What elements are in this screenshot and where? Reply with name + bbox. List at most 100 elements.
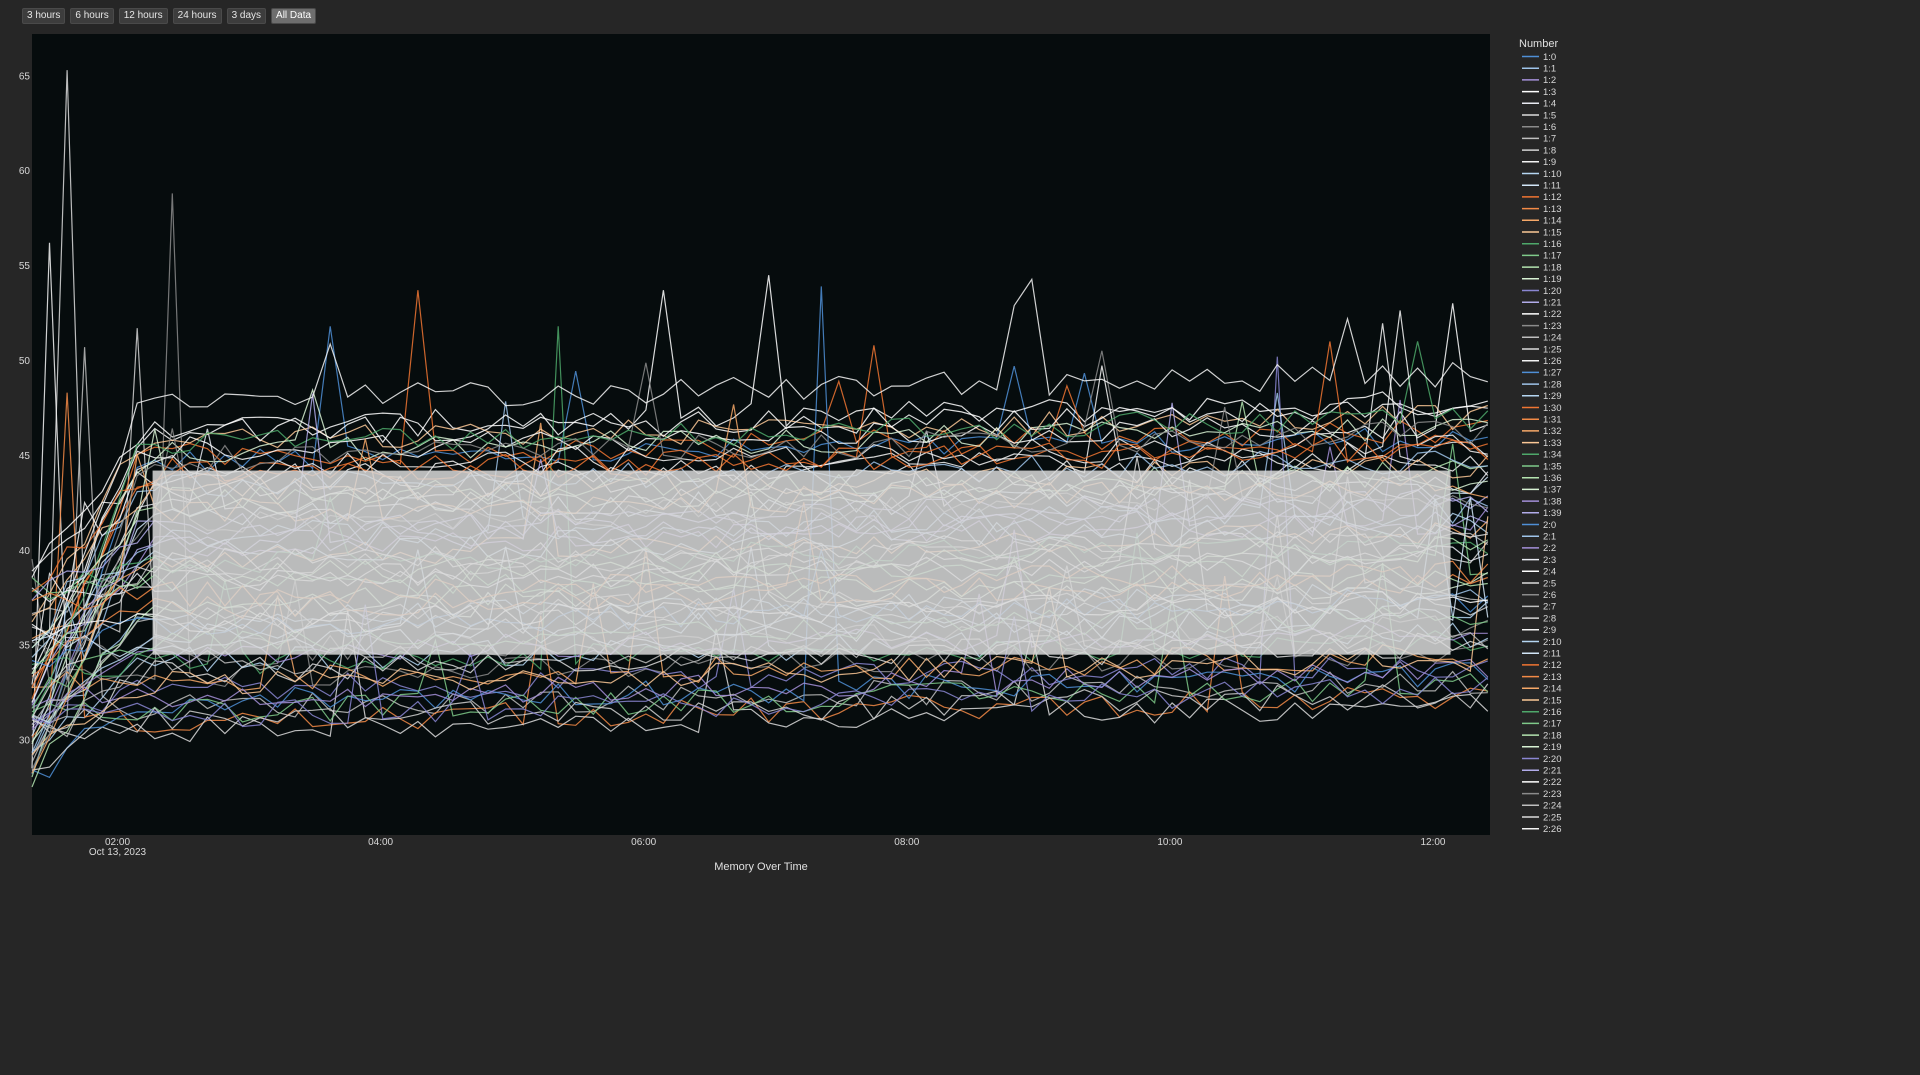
legend-item[interactable]: 1:4	[1522, 99, 1556, 110]
legend-item[interactable]: 2:11	[1522, 649, 1561, 660]
legend-item[interactable]: 1:27	[1522, 368, 1562, 379]
legend-item[interactable]: 1:25	[1522, 344, 1562, 355]
legend-item[interactable]: 1:29	[1522, 391, 1562, 402]
legend-item[interactable]: 1:18	[1522, 262, 1562, 273]
series-line-2-16	[31, 341, 1489, 717]
legend-item[interactable]: 1:16	[1522, 239, 1562, 250]
legend-item[interactable]: 1:10	[1522, 169, 1562, 180]
legend-item[interactable]: 1:5	[1522, 110, 1556, 121]
legend-label: 1:9	[1543, 157, 1556, 168]
legend-item[interactable]: 1:34	[1522, 450, 1562, 461]
legend-item[interactable]: 1:37	[1522, 485, 1562, 496]
legend-title: Number	[1519, 38, 1558, 50]
series-line-2-8	[31, 683, 1489, 733]
legend-item[interactable]: 1:31	[1522, 415, 1562, 426]
legend-label: 1:38	[1543, 496, 1562, 507]
legend-item[interactable]: 1:30	[1522, 403, 1562, 414]
legend-label: 1:22	[1543, 309, 1562, 320]
legend-label: 2:19	[1543, 742, 1562, 753]
legend-item[interactable]: 2:21	[1522, 766, 1562, 777]
legend-item[interactable]: 2:8	[1522, 613, 1556, 624]
legend-item[interactable]: 2:9	[1522, 625, 1556, 636]
legend-item[interactable]: 2:10	[1522, 637, 1562, 648]
legend-item[interactable]: 2:15	[1522, 695, 1562, 706]
legend-item[interactable]: 1:38	[1522, 496, 1562, 507]
legend-item[interactable]: 2:7	[1522, 602, 1556, 613]
legend-item[interactable]: 1:33	[1522, 438, 1562, 449]
legend-item[interactable]: 2:23	[1522, 789, 1562, 800]
legend-label: 1:23	[1543, 321, 1562, 332]
legend-item[interactable]: 2:26	[1522, 824, 1562, 835]
legend-item[interactable]: 1:8	[1522, 145, 1556, 156]
legend-item[interactable]: 1:21	[1522, 298, 1562, 309]
legend-item[interactable]: 2:2	[1522, 543, 1556, 554]
legend-label: 1:29	[1543, 391, 1562, 402]
legend-item[interactable]: 2:1	[1522, 532, 1556, 543]
legend-item[interactable]: 2:3	[1522, 555, 1556, 566]
legend-label: 2:21	[1543, 766, 1562, 777]
legend-item[interactable]: 2:22	[1522, 777, 1562, 788]
legend-label: 1:0	[1543, 52, 1556, 63]
legend-item[interactable]: 2:12	[1522, 660, 1562, 671]
legend-item[interactable]: 2:20	[1522, 754, 1562, 765]
range-button-3-days[interactable]: 3 days	[226, 8, 267, 24]
legend-label: 1:1	[1543, 64, 1556, 75]
legend-item[interactable]: 2:14	[1522, 684, 1562, 695]
legend-item[interactable]: 2:17	[1522, 719, 1562, 730]
legend-item[interactable]: 1:2	[1522, 75, 1556, 86]
legend-label: 1:26	[1543, 356, 1562, 367]
legend-item[interactable]: 1:7	[1522, 134, 1556, 145]
y-tick-label: 55	[19, 261, 31, 272]
legend-item[interactable]: 1:0	[1522, 52, 1556, 63]
legend-item[interactable]: 1:20	[1522, 286, 1562, 297]
legend-item[interactable]: 1:1	[1522, 64, 1556, 75]
legend-item[interactable]: 1:12	[1522, 192, 1562, 203]
range-button-all-data[interactable]: All Data	[271, 8, 317, 24]
legend-item[interactable]: 1:13	[1522, 204, 1562, 215]
legend-item[interactable]: 1:36	[1522, 473, 1562, 484]
range-button-3-hours[interactable]: 3 hours	[22, 8, 66, 24]
legend-item[interactable]: 1:35	[1522, 461, 1562, 472]
legend-label: 1:30	[1543, 403, 1562, 414]
legend-label: 2:7	[1543, 602, 1556, 613]
legend-item[interactable]: 2:4	[1522, 567, 1556, 578]
legend-item[interactable]: 2:6	[1522, 590, 1556, 601]
range-button-6-hours[interactable]: 6 hours	[70, 8, 114, 24]
legend-item[interactable]: 1:23	[1522, 321, 1562, 332]
legend-item[interactable]: 1:26	[1522, 356, 1562, 367]
legend-item[interactable]: 1:9	[1522, 157, 1556, 168]
legend-item[interactable]: 2:0	[1522, 520, 1556, 531]
series-line-2-26	[31, 277, 1488, 703]
legend-label: 2:8	[1543, 613, 1556, 624]
legend-label: 1:19	[1543, 274, 1562, 285]
legend-item[interactable]: 1:32	[1522, 426, 1562, 437]
legend-item[interactable]: 1:28	[1522, 379, 1562, 390]
x-tick-label: 10:00	[1157, 837, 1182, 848]
legend-item[interactable]: 2:18	[1522, 730, 1562, 741]
legend-item[interactable]: 1:3	[1522, 87, 1556, 98]
legend-item[interactable]: 1:6	[1522, 122, 1556, 133]
legend-label: 2:25	[1543, 812, 1562, 823]
range-button-12-hours[interactable]: 12 hours	[118, 8, 168, 24]
y-tick-label: 50	[19, 356, 31, 367]
legend-item[interactable]: 2:25	[1522, 812, 1562, 823]
legend-item[interactable]: 1:11	[1522, 181, 1561, 192]
legend-item[interactable]: 1:19	[1522, 274, 1562, 285]
legend-item[interactable]: 1:15	[1522, 227, 1562, 238]
range-button-24-hours[interactable]: 24 hours	[172, 8, 222, 24]
legend-item[interactable]: 2:16	[1522, 707, 1562, 718]
legend-item[interactable]: 2:5	[1522, 578, 1556, 589]
legend-label: 1:8	[1543, 145, 1556, 156]
legend-item[interactable]: 2:24	[1522, 801, 1562, 812]
legend-item[interactable]: 2:19	[1522, 742, 1562, 753]
legend-item[interactable]: 1:39	[1522, 508, 1562, 519]
series-line-2-23	[31, 350, 1489, 770]
overlay-rect	[152, 470, 1451, 655]
legend-item[interactable]: 2:13	[1522, 672, 1562, 683]
legend-item[interactable]: 1:24	[1522, 333, 1562, 344]
legend-item[interactable]: 1:17	[1522, 251, 1562, 262]
legend-label: 2:20	[1543, 754, 1562, 765]
legend-label: 1:2	[1543, 75, 1556, 86]
legend-item[interactable]: 1:22	[1522, 309, 1562, 320]
legend-item[interactable]: 1:14	[1522, 216, 1562, 227]
